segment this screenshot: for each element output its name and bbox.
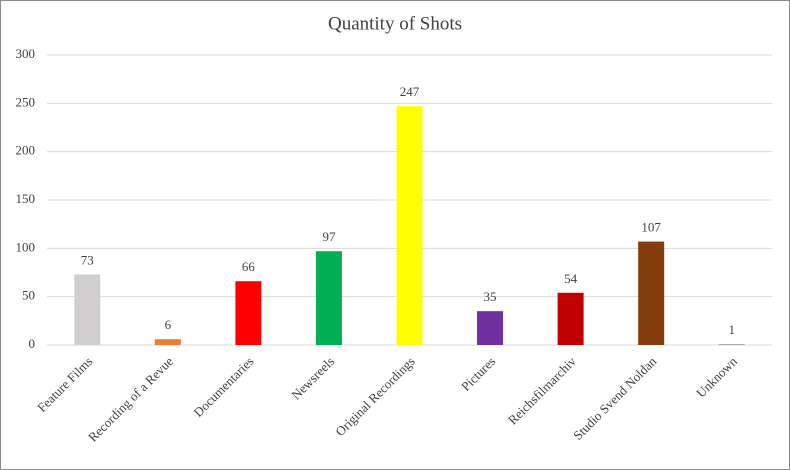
bar: [235, 281, 262, 345]
data-label: 97: [322, 229, 336, 244]
y-tick-label: 200: [16, 143, 36, 158]
data-label: 73: [81, 252, 94, 267]
data-label: 247: [400, 84, 420, 99]
chart-title: Quantity of Shots: [328, 13, 462, 34]
bar: [557, 292, 584, 345]
data-label: 54: [564, 271, 578, 286]
y-tick-label: 150: [16, 191, 36, 206]
bar: [396, 106, 423, 345]
data-label: 35: [484, 289, 497, 304]
data-label: 107: [641, 220, 661, 235]
bar: [477, 311, 504, 345]
bar: [74, 274, 101, 345]
data-label: 6: [165, 317, 172, 332]
y-tick-label: 50: [22, 288, 35, 303]
data-label: 66: [242, 259, 256, 274]
bar: [718, 344, 745, 345]
y-tick-label: 0: [29, 336, 36, 351]
y-tick-label: 250: [16, 94, 36, 109]
y-tick-label: 100: [16, 239, 36, 254]
bar: [638, 241, 665, 345]
bar: [315, 251, 342, 345]
y-tick-label: 300: [16, 46, 36, 61]
bar: [154, 339, 181, 345]
data-label: 1: [728, 322, 735, 337]
